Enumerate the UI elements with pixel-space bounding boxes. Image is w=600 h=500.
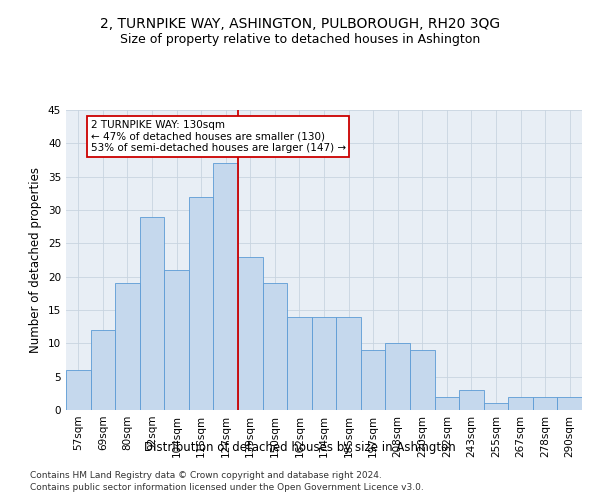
- Bar: [287, 316, 312, 410]
- Text: 2, TURNPIKE WAY, ASHINGTON, PULBOROUGH, RH20 3QG: 2, TURNPIKE WAY, ASHINGTON, PULBOROUGH, …: [100, 18, 500, 32]
- Bar: [214, 164, 238, 410]
- Bar: [410, 350, 434, 410]
- Bar: [459, 390, 484, 410]
- Bar: [140, 216, 164, 410]
- Bar: [164, 270, 189, 410]
- Bar: [238, 256, 263, 410]
- Bar: [312, 316, 336, 410]
- Bar: [508, 396, 533, 410]
- Bar: [557, 396, 582, 410]
- Text: Contains public sector information licensed under the Open Government Licence v3: Contains public sector information licen…: [30, 484, 424, 492]
- Bar: [115, 284, 140, 410]
- Text: Size of property relative to detached houses in Ashington: Size of property relative to detached ho…: [120, 32, 480, 46]
- Bar: [263, 284, 287, 410]
- Bar: [533, 396, 557, 410]
- Bar: [336, 316, 361, 410]
- Y-axis label: Number of detached properties: Number of detached properties: [29, 167, 43, 353]
- Bar: [434, 396, 459, 410]
- Bar: [385, 344, 410, 410]
- Bar: [361, 350, 385, 410]
- Text: Distribution of detached houses by size in Ashington: Distribution of detached houses by size …: [144, 441, 456, 454]
- Bar: [189, 196, 214, 410]
- Text: Contains HM Land Registry data © Crown copyright and database right 2024.: Contains HM Land Registry data © Crown c…: [30, 471, 382, 480]
- Text: 2 TURNPIKE WAY: 130sqm
← 47% of detached houses are smaller (130)
53% of semi-de: 2 TURNPIKE WAY: 130sqm ← 47% of detached…: [91, 120, 346, 153]
- Bar: [66, 370, 91, 410]
- Bar: [91, 330, 115, 410]
- Bar: [484, 404, 508, 410]
